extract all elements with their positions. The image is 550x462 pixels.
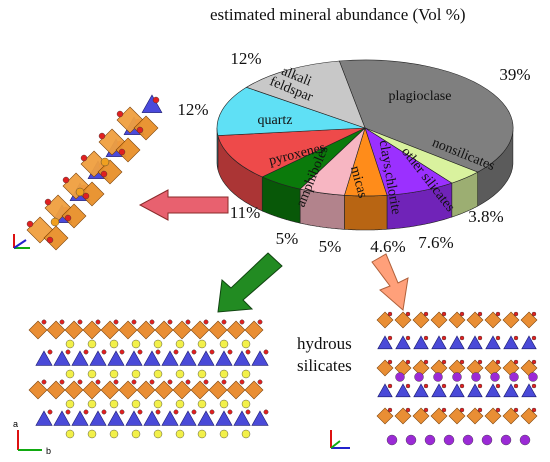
axis-label-a: a [13,419,18,429]
pct-label-1: 3.8% [468,207,503,226]
pie-slice-quartz [216,86,366,136]
arrow-left [138,189,229,221]
crystal-structure-chain [26,94,163,251]
pct-label-0: 39% [499,65,530,84]
slice-label-0: plagioclase [389,89,452,104]
axis-triad-bottom-right [330,430,350,449]
arrow-down-right [371,253,409,311]
pct-label-3: 4.6% [370,237,405,256]
axis-triad-bottom-left: a b [13,419,51,456]
pct-label-8: 12% [230,49,261,68]
pie-slice-pyroxenes [217,127,366,178]
crystal-structure-layered-left [28,319,269,439]
axis-triad-top-left [13,234,30,249]
pct-label-7: 12% [177,100,208,119]
hydrous-silicates-label: hydrous silicates [297,333,352,377]
pie-slice-plagioclase [338,59,514,173]
axis-label-b: b [46,446,51,456]
hydrous-label-line2: silicates [297,356,352,375]
crystal-structure-layered-right [376,311,538,446]
pct-label-6: 11% [230,203,261,222]
slice-label-7: quartz [258,113,293,128]
pct-label-5: 5% [276,229,299,248]
hydrous-label-line1: hydrous [297,334,352,353]
pct-label-2: 7.6% [418,233,453,252]
chart-title: estimated mineral abundance (Vol %) [210,5,466,24]
arrow-down-left [217,252,283,313]
pct-label-4: 5% [319,237,342,256]
pie-side-3 [344,194,388,231]
pie-slice-alkali-feldspar [245,60,366,129]
pie-percent-labels: 39% 3.8% 7.6% 4.6% 5% 5% 11% 12% 12% [177,49,530,256]
pie-chart [216,59,514,231]
